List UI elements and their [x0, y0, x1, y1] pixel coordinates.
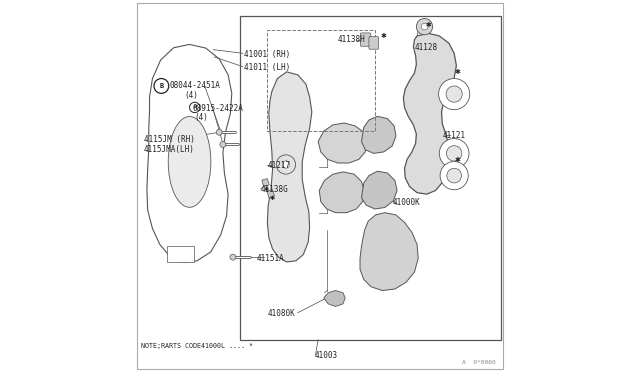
- Text: 41003: 41003: [314, 351, 337, 360]
- Polygon shape: [324, 291, 345, 307]
- Text: 41011 (LH): 41011 (LH): [244, 63, 291, 72]
- Text: 41001 (RH): 41001 (RH): [244, 50, 291, 59]
- FancyBboxPatch shape: [167, 246, 194, 262]
- FancyBboxPatch shape: [369, 37, 378, 49]
- Text: 08044-2451A: 08044-2451A: [170, 81, 221, 90]
- Circle shape: [263, 181, 268, 185]
- Circle shape: [189, 102, 200, 113]
- Text: ✱: ✱: [454, 69, 460, 75]
- Polygon shape: [318, 123, 367, 163]
- Text: ✱: ✱: [264, 187, 269, 192]
- Text: 41138G: 41138G: [260, 185, 289, 194]
- Circle shape: [447, 146, 462, 161]
- Ellipse shape: [168, 116, 211, 207]
- Polygon shape: [262, 179, 269, 187]
- Text: M: M: [193, 105, 196, 110]
- Circle shape: [269, 192, 273, 196]
- Polygon shape: [268, 72, 312, 262]
- Circle shape: [154, 78, 169, 93]
- Text: 08915-2422A: 08915-2422A: [192, 104, 243, 113]
- FancyBboxPatch shape: [239, 16, 501, 340]
- Text: 41128: 41128: [415, 42, 438, 51]
- Circle shape: [276, 155, 296, 174]
- Text: B: B: [159, 83, 163, 89]
- Polygon shape: [403, 33, 456, 194]
- Text: ✱: ✱: [426, 22, 431, 28]
- Polygon shape: [319, 172, 364, 213]
- Text: NOTE;RARTS CODE41000L .... *: NOTE;RARTS CODE41000L .... *: [141, 343, 253, 349]
- FancyBboxPatch shape: [360, 33, 371, 46]
- Circle shape: [421, 23, 428, 30]
- Text: ✱: ✱: [270, 196, 275, 202]
- Text: (4): (4): [185, 91, 198, 100]
- Text: 41000K: 41000K: [392, 198, 420, 207]
- Circle shape: [230, 254, 236, 260]
- FancyBboxPatch shape: [136, 3, 504, 369]
- Text: 4115JM (RH): 4115JM (RH): [144, 135, 195, 144]
- Circle shape: [439, 138, 469, 168]
- Polygon shape: [147, 44, 232, 262]
- Text: (4): (4): [194, 113, 208, 122]
- Text: 41121: 41121: [442, 131, 465, 141]
- Circle shape: [282, 161, 290, 168]
- Circle shape: [446, 86, 462, 102]
- Circle shape: [220, 141, 226, 147]
- Text: 41151A: 41151A: [257, 254, 285, 263]
- Polygon shape: [362, 171, 397, 209]
- Text: ✱: ✱: [455, 157, 461, 163]
- Polygon shape: [360, 213, 418, 291]
- Text: ✱: ✱: [381, 33, 387, 39]
- Polygon shape: [362, 116, 396, 153]
- Text: A  0*0060: A 0*0060: [462, 360, 496, 365]
- Text: 41138H: 41138H: [338, 35, 365, 44]
- Circle shape: [447, 168, 461, 183]
- Circle shape: [216, 129, 222, 135]
- Text: 41217: 41217: [268, 161, 291, 170]
- Polygon shape: [267, 190, 275, 198]
- Circle shape: [417, 19, 433, 35]
- Text: 4115JMA(LH): 4115JMA(LH): [144, 145, 195, 154]
- Text: 41080K: 41080K: [268, 310, 295, 318]
- Circle shape: [440, 161, 468, 190]
- Circle shape: [438, 78, 470, 110]
